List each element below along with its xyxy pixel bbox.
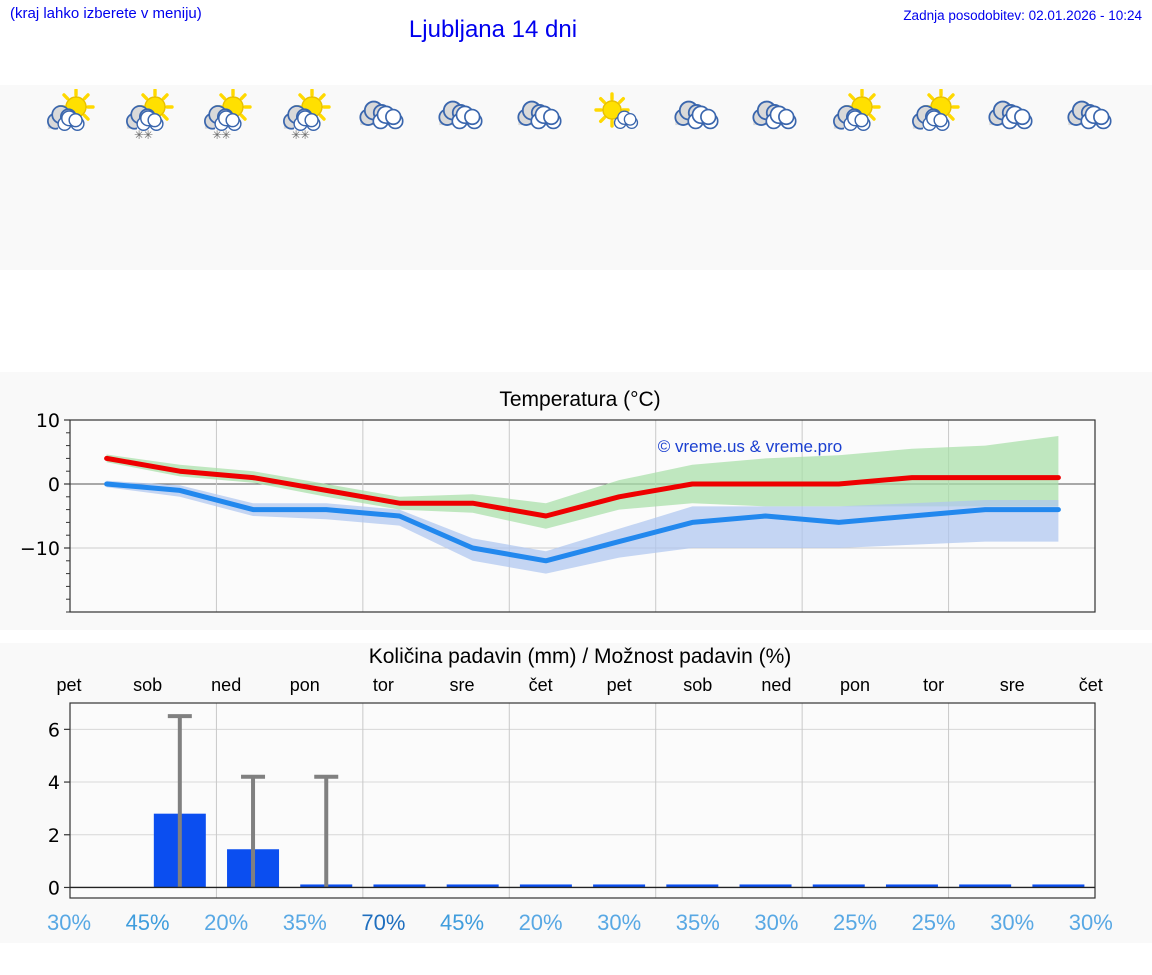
y-axis-tick-label: 6: [48, 719, 60, 741]
day-column[interactable]: [737, 85, 815, 141]
precip-day-label: pon: [290, 675, 320, 695]
page-title: Ljubljana 14 dni: [408, 16, 578, 43]
day-column[interactable]: [580, 85, 658, 141]
precip-bar: [373, 884, 426, 888]
precip-probability-label: 20%: [204, 910, 248, 935]
precip-day-label: tor: [923, 675, 944, 695]
svg-text:✳: ✳: [300, 128, 310, 141]
precip-day-label: sob: [133, 675, 162, 695]
cloudy-icon: [659, 89, 737, 141]
partly-cloudy-sun-icon: [816, 89, 894, 141]
precip-day-label: pet: [56, 675, 81, 695]
precip-probability-label: 30%: [990, 910, 1034, 935]
partly-cloudy-sun-snow-icon: ✳ ✳: [266, 89, 344, 141]
precip-probability-label: 30%: [597, 910, 641, 935]
day-column[interactable]: [1052, 85, 1130, 141]
precip-bar: [519, 884, 572, 888]
day-column[interactable]: [30, 85, 108, 141]
precipitation-panel: Količina padavin (mm) / Možnost padavin …: [0, 643, 1152, 943]
day-column[interactable]: ✳ ✳: [109, 85, 187, 141]
precip-probability-label: 25%: [833, 910, 877, 935]
precip-probability-label: 70%: [361, 910, 405, 935]
precip-day-label: pet: [607, 675, 632, 695]
y-axis-tick-label: 0: [48, 877, 60, 899]
precip-bar: [739, 884, 792, 888]
precipitation-chart: pet sob ned pon tor sre čet pet sob ned pon tor sre č…: [47, 675, 1113, 935]
precip-probability-label: 20%: [519, 910, 563, 935]
cloudy-icon: [423, 89, 501, 141]
temperature-chart-title: Temperatura (°C): [499, 388, 661, 411]
day-column[interactable]: ✳ ✳: [266, 85, 344, 141]
precip-probability-label: 30%: [1069, 910, 1113, 935]
sun-small-cloud-icon: [580, 89, 658, 141]
precip-day-label: sob: [683, 675, 712, 695]
day-column[interactable]: [423, 85, 501, 141]
precip-day-label: sre: [1000, 675, 1025, 695]
y-axis-tick-label: 0: [48, 474, 60, 496]
last-update-text: Zadnja posodobitev: 02.01.2026 - 10:24: [903, 8, 1142, 23]
precip-day-label: pon: [840, 675, 870, 695]
temperature-panel: Temperatura (°C) 10 0 −10 © vreme.us & vrem…: [0, 372, 1152, 630]
day-column[interactable]: [502, 85, 580, 141]
precip-probability-label: 35%: [676, 910, 720, 935]
precip-bar: [959, 884, 1012, 888]
precip-bar: [812, 884, 865, 888]
precip-probability-label: 45%: [440, 910, 484, 935]
precip-day-label: ned: [211, 675, 241, 695]
precipitation-chart-title: Količina padavin (mm) / Možnost padavin …: [368, 645, 792, 668]
day-column[interactable]: ✳ ✳: [187, 85, 265, 141]
precip-day-label: ned: [761, 675, 791, 695]
svg-text:✳: ✳: [221, 128, 231, 141]
y-axis-tick-label: −10: [20, 538, 60, 560]
precip-bar: [885, 884, 938, 888]
precip-probability-label: 35%: [283, 910, 327, 935]
precip-day-label: čet: [529, 675, 553, 695]
precip-bar: [666, 884, 719, 888]
day-column[interactable]: [973, 85, 1051, 141]
menu-hint-text: (kraj lahko izberete v meniju): [10, 5, 202, 22]
day-column[interactable]: [344, 85, 422, 141]
precip-bar: [593, 884, 646, 888]
precip-bar: [1032, 884, 1085, 888]
forecast-day-strip: ✳ ✳ ✳ ✳ ✳ ✳: [0, 85, 1152, 270]
partly-cloudy-sun-snow-icon: ✳ ✳: [109, 89, 187, 141]
y-axis-tick-label: 4: [48, 772, 60, 794]
watermark: © vreme.us & vreme.pro: [658, 437, 842, 456]
partly-cloudy-sun-icon: [30, 89, 108, 141]
precip-probability-label: 25%: [912, 910, 956, 935]
y-axis-tick-label: 10: [36, 410, 60, 432]
partly-cloudy-sun-snow-icon: ✳ ✳: [187, 89, 265, 141]
header-bar: (kraj lahko izberete v meniju) Ljubljana…: [0, 0, 1152, 60]
precip-probability-label: 30%: [754, 910, 798, 935]
svg-text:✳: ✳: [134, 128, 144, 141]
y-axis-tick-label: 2: [48, 825, 60, 847]
day-column[interactable]: [895, 85, 973, 141]
cloudy-icon: [502, 89, 580, 141]
day-column[interactable]: [659, 85, 737, 141]
cloudy-icon: [973, 89, 1051, 141]
precip-day-label: tor: [373, 675, 394, 695]
precip-probability-label: 30%: [47, 910, 91, 935]
partly-cloudy-sun-icon: [895, 89, 973, 141]
cloudy-icon: [737, 89, 815, 141]
precip-bar: [446, 884, 499, 888]
svg-text:✳: ✳: [291, 128, 301, 141]
day-column[interactable]: [816, 85, 894, 141]
svg-text:✳: ✳: [143, 128, 153, 141]
precip-day-label: čet: [1079, 675, 1103, 695]
temperature-chart: 10 0 −10 © vreme.us & vreme.pro: [20, 410, 1096, 613]
cloudy-icon: [1052, 89, 1130, 141]
precip-day-label: sre: [449, 675, 474, 695]
precip-probability-label: 45%: [126, 910, 170, 935]
cloudy-icon: [344, 89, 422, 141]
svg-text:✳: ✳: [212, 128, 222, 141]
